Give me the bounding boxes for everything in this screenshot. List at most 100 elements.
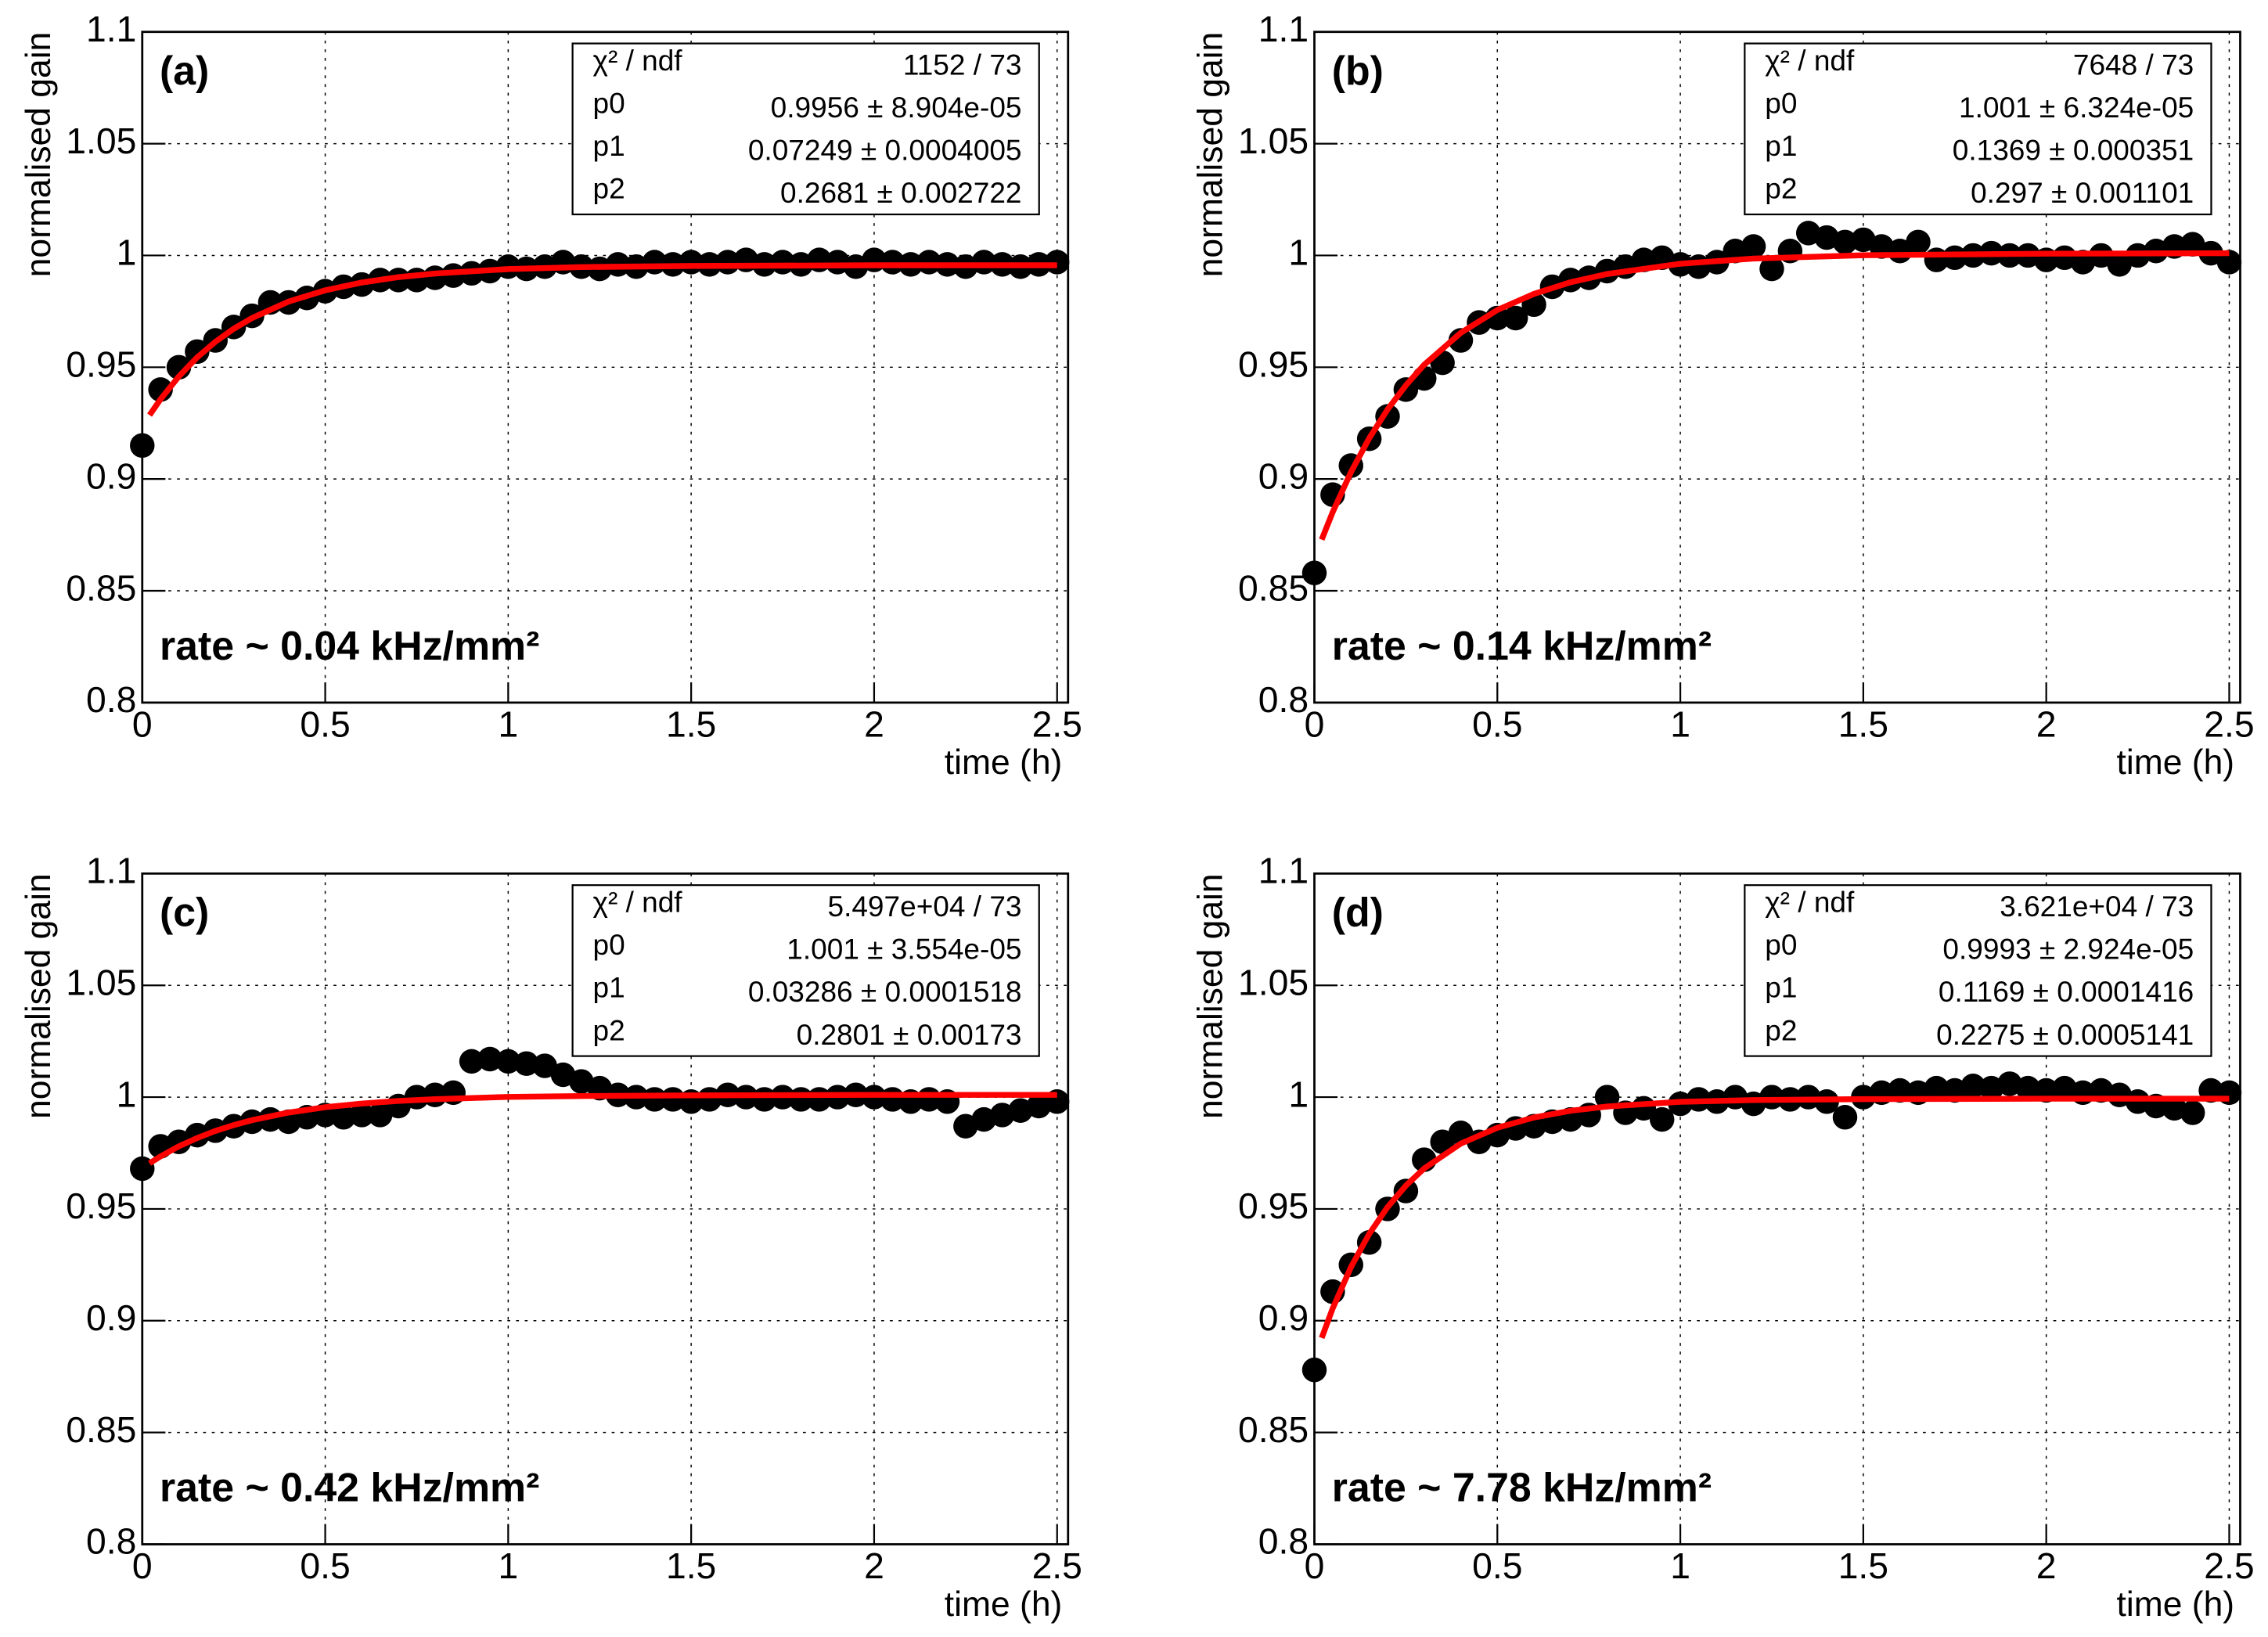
y-tick-label: 0.85 bbox=[1238, 1409, 1309, 1450]
y-tick-label: 1 bbox=[1288, 232, 1309, 273]
data-point bbox=[459, 1049, 484, 1074]
data-point bbox=[1960, 1074, 1985, 1099]
y-tick-label: 1 bbox=[1288, 1074, 1309, 1114]
stats-label: p1 bbox=[593, 971, 625, 1004]
panel: 0.8 0.85 0.9 0.95 1 1.05 1.1 0 0.5 1 1.5 2 2.5 χ² / n… bbox=[20, 9, 1082, 782]
stats-box bbox=[571, 42, 1040, 216]
x-tick-label: 1 bbox=[1670, 1545, 1690, 1586]
data-point bbox=[1649, 1106, 1675, 1132]
y-tick-label: 1 bbox=[117, 232, 137, 273]
panel-label: (a) bbox=[160, 48, 209, 93]
x-tick-label: 2.5 bbox=[1032, 1545, 1082, 1586]
data-point bbox=[916, 250, 941, 275]
data-point bbox=[1430, 1129, 1455, 1154]
data-point bbox=[1741, 234, 1766, 259]
data-point bbox=[1832, 1105, 1858, 1130]
data-point bbox=[130, 1156, 155, 1182]
y-tick-label: 0.8 bbox=[1258, 1521, 1309, 1562]
fit-line bbox=[147, 262, 1057, 417]
stats-value: 0.2275 ± 0.0005141 bbox=[1936, 1018, 2194, 1051]
panel: 0.8 0.85 0.9 0.95 1 1.05 1.1 0 0.5 1 1.5 2 2.5 χ² / n… bbox=[1192, 851, 2255, 1624]
x-tick-label: 2.5 bbox=[2204, 1545, 2254, 1586]
data-point bbox=[1301, 560, 1327, 585]
stats-value: 1.001 ± 3.554e-05 bbox=[787, 933, 1021, 966]
data-point bbox=[2015, 1075, 2041, 1101]
x-tick-label: 1 bbox=[498, 704, 518, 745]
stats-label: p1 bbox=[593, 129, 625, 162]
x-tick-label: 2 bbox=[864, 1545, 884, 1586]
y-tick-label: 0.8 bbox=[1258, 679, 1309, 720]
y-tick-label: 0.9 bbox=[1258, 455, 1309, 496]
x-tick-label: 1.5 bbox=[1838, 704, 1888, 745]
data-point bbox=[532, 1053, 557, 1078]
stats-box bbox=[571, 884, 1040, 1057]
x-tick-label: 0 bbox=[1305, 704, 1325, 745]
y-tick-label: 0.85 bbox=[66, 1409, 136, 1450]
data-point bbox=[1448, 328, 1474, 353]
annotation: rate ~ 7.78 kHz/mm² bbox=[1332, 1465, 1712, 1510]
y-tick-label: 0.9 bbox=[86, 455, 136, 496]
stats-label: χ² / ndf bbox=[1765, 44, 1855, 77]
x-tick-label: 2 bbox=[864, 704, 884, 745]
stats-value: 0.1169 ± 0.0001416 bbox=[1939, 975, 2194, 1008]
fit-line bbox=[1319, 250, 2230, 541]
y-tick-label: 1.05 bbox=[66, 121, 136, 161]
stats-label: p2 bbox=[1765, 1013, 1797, 1046]
x-tick-label: 0 bbox=[132, 1545, 153, 1586]
x-tick-label: 2 bbox=[2036, 704, 2057, 745]
y-axis-title: normalised gain bbox=[1192, 873, 1230, 1119]
stats-label: p0 bbox=[1765, 87, 1797, 120]
y-tick-label: 0.9 bbox=[86, 1297, 136, 1338]
annotation: rate ~ 0.42 kHz/mm² bbox=[160, 1465, 539, 1510]
stats-label: χ² / ndf bbox=[593, 44, 683, 77]
stats-value: 3.621e+04 / 73 bbox=[2000, 890, 2194, 923]
y-tick-label: 1.05 bbox=[1238, 962, 1309, 1002]
plot-frame bbox=[141, 31, 1070, 704]
y-tick-label: 0.95 bbox=[66, 1185, 136, 1226]
y-tick-label: 0.85 bbox=[66, 567, 136, 608]
y-axis-title: normalised gain bbox=[1192, 32, 1230, 278]
x-tick-label: 2.5 bbox=[2204, 704, 2254, 745]
y-tick-label: 0.95 bbox=[1238, 1185, 1309, 1226]
panel-label: (d) bbox=[1332, 890, 1384, 935]
stats-label: p2 bbox=[1765, 172, 1797, 205]
stats-label: p0 bbox=[593, 87, 625, 120]
data-point bbox=[1832, 229, 1858, 255]
data-point bbox=[495, 1049, 521, 1074]
stats-label: p1 bbox=[1765, 129, 1797, 162]
y-tick-label: 1.1 bbox=[86, 851, 136, 891]
stats-value: 0.9993 ± 2.924e-05 bbox=[1942, 933, 2194, 966]
data-point bbox=[2180, 1100, 2205, 1125]
x-tick-label: 0 bbox=[1305, 1545, 1325, 1586]
y-axis-title: normalised gain bbox=[20, 32, 58, 278]
stats-label: p2 bbox=[593, 1013, 625, 1046]
data-point bbox=[513, 1051, 539, 1076]
y-tick-label: 1.05 bbox=[66, 962, 136, 1002]
annotation: rate ~ 0.14 kHz/mm² bbox=[1332, 623, 1712, 668]
stats-value: 1152 / 73 bbox=[903, 48, 1022, 81]
data-point bbox=[185, 339, 210, 365]
y-tick-label: 1.05 bbox=[1238, 121, 1309, 161]
x-tick-label: 0.5 bbox=[1472, 1545, 1522, 1586]
stats-label: χ² / ndf bbox=[593, 886, 683, 919]
data-point bbox=[2107, 252, 2132, 277]
stats-value: 0.297 ± 0.001101 bbox=[1971, 176, 2194, 209]
y-tick-label: 0.85 bbox=[1238, 567, 1309, 608]
stats-label: p2 bbox=[593, 172, 625, 205]
x-tick-label: 0.5 bbox=[1472, 704, 1522, 745]
x-axis-title: time (h) bbox=[945, 1585, 1063, 1624]
data-point bbox=[367, 1103, 393, 1128]
stats-label: p0 bbox=[1765, 928, 1797, 961]
stats-label: χ² / ndf bbox=[1765, 886, 1855, 919]
stats-value: 0.03286 ± 0.0001518 bbox=[748, 975, 1022, 1008]
data-point bbox=[404, 1085, 430, 1110]
stats-value: 0.07249 ± 0.0004005 bbox=[748, 134, 1022, 167]
x-tick-label: 0.5 bbox=[300, 1545, 350, 1586]
data-point bbox=[1759, 256, 1784, 282]
fit-line bbox=[148, 1092, 1057, 1166]
data-point bbox=[477, 1046, 502, 1072]
plot-frame bbox=[1313, 31, 2241, 704]
y-tick-label: 0.8 bbox=[86, 1521, 136, 1562]
